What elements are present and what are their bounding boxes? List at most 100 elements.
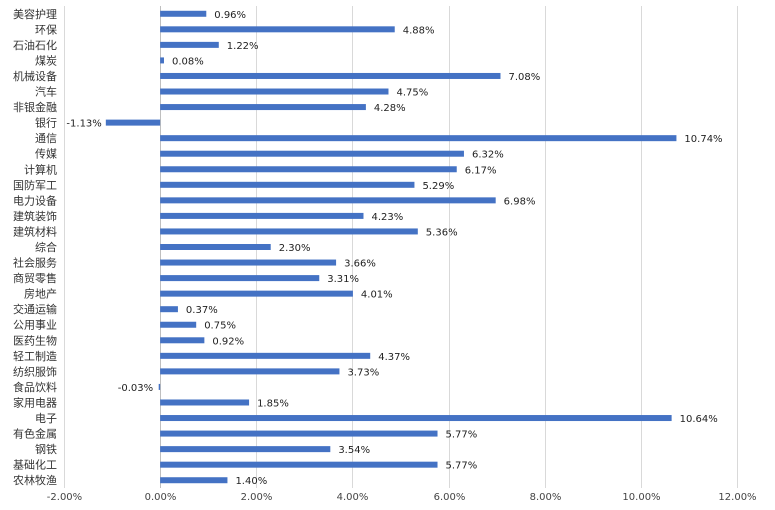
data-label: 1.85% [257,398,289,409]
bar [160,259,337,266]
bar [160,430,438,437]
bar [160,321,197,328]
bar [160,415,672,422]
bar [160,57,164,64]
bar [160,135,677,142]
category-label: 电力设备 [13,193,57,207]
data-label: 6.32% [472,150,504,161]
bar [160,461,438,468]
data-label: 7.08% [508,72,540,83]
bar [160,41,219,48]
data-label: 0.75% [204,321,236,332]
bar [160,275,320,282]
category-label: 交通运输 [13,302,57,316]
category-label: 环保 [35,22,57,36]
data-label: 2.30% [279,243,311,254]
data-label: 5.77% [446,461,478,472]
category-label: 轻工制造 [13,349,57,363]
category-label: 非银金融 [13,100,57,114]
bar [160,399,250,406]
data-label: 1.40% [235,476,267,487]
data-label: 10.64% [680,414,718,425]
data-label: 1.22% [227,41,259,52]
data-label: 6.98% [504,196,536,207]
category-label: 社会服务 [13,256,57,270]
category-label: 建筑装饰 [13,209,57,223]
category-label: 钢铁 [35,443,57,456]
category-label: 农林牧渔 [13,473,57,487]
x-tick-label: 4.00% [337,492,369,503]
bar [160,306,178,313]
bar [160,352,371,359]
data-label: 4.37% [378,352,410,363]
category-label: 银行 [35,116,57,130]
data-label: 3.54% [338,445,370,456]
category-label: 食品饮料 [13,380,57,394]
category-label: 电子 [35,412,57,425]
category-label: 建筑材料 [13,224,57,238]
category-label: 纺织服饰 [13,364,57,378]
data-label: 3.31% [327,274,359,285]
category-label: 通信 [35,132,57,145]
data-labels: 0.96% 4.88% 1.22% 0.08% 7.08% 4.75% 4.28% -1.13… [66,10,722,487]
data-label: 3.73% [347,367,379,378]
category-label: 计算机 [24,162,57,176]
category-label: 有色金属 [13,427,57,441]
category-label: 传媒 [35,148,57,161]
bar [160,228,418,235]
x-tick-label: 10.00% [622,492,660,503]
category-labels: 美容护理环保石油石化煤炭机械设备汽车非银金融银行通信传媒计算机国防军工电力设备建… [13,7,57,487]
bar [160,104,366,111]
data-label: 5.36% [426,227,458,238]
bar [160,290,353,297]
data-label: 4.75% [396,88,428,99]
x-tick-label: -2.00% [47,492,82,503]
category-label: 国防军工 [13,178,57,192]
data-label: 0.08% [172,56,204,67]
bar [160,197,496,204]
bar [160,72,501,79]
data-label: -0.03% [118,383,153,394]
bar [158,383,161,390]
category-label: 家用电器 [13,395,57,409]
bar [160,477,228,484]
data-label: 3.66% [344,259,376,270]
bar [160,212,364,219]
data-label: 5.77% [446,430,478,441]
category-label: 煤炭 [35,54,57,67]
category-label: 汽车 [35,85,57,99]
data-label: 0.96% [214,10,246,21]
category-label: 医药生物 [13,333,57,347]
data-label: 5.29% [422,181,454,192]
data-label: 0.37% [186,305,218,316]
category-label: 机械设备 [13,69,57,83]
bar [160,166,457,173]
data-label: 4.23% [371,212,403,223]
bar [160,10,207,17]
x-axis-tick-labels: -2.00% 0.00% 2.00% 4.00% 6.00% 8.00% 10.00% 12.… [47,492,757,503]
data-label: 10.74% [684,134,722,145]
category-label: 美容护理 [13,7,57,21]
category-label: 基础化工 [13,458,57,472]
category-label: 公用事业 [13,319,57,332]
bar [160,150,464,157]
bars [105,10,677,484]
bar [160,337,205,344]
data-label: 4.88% [403,25,435,36]
bar [160,368,340,375]
x-tick-label: 12.00% [718,492,756,503]
bar [160,181,415,188]
category-label: 商贸零售 [13,271,57,285]
data-label: -1.13% [66,119,101,130]
bar [105,119,161,126]
category-label: 房地产 [24,287,57,301]
data-label: 4.28% [374,103,406,114]
bar [160,446,331,453]
x-tick-label: 0.00% [145,492,177,503]
category-label: 综合 [35,240,57,254]
x-tick-label: 2.00% [241,492,273,503]
data-label: 0.92% [212,336,244,347]
data-label: 4.01% [361,290,393,301]
data-label: 6.17% [465,165,497,176]
